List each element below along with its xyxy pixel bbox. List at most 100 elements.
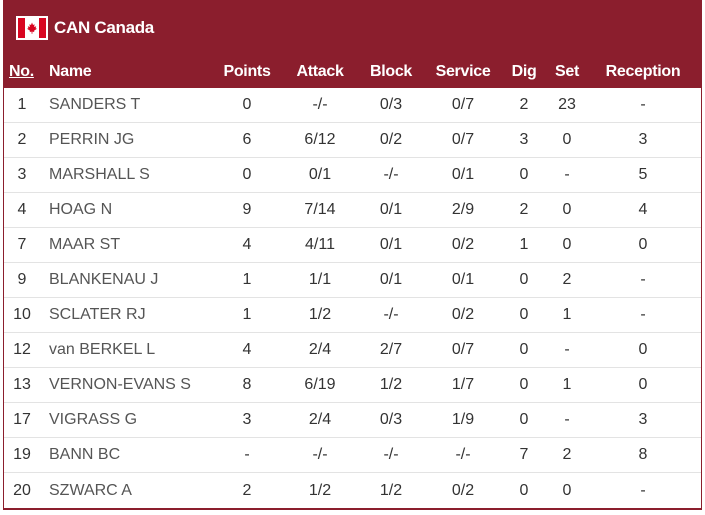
player-set: 0 [562, 201, 572, 218]
player-points: 6 [242, 131, 252, 148]
player-set: 2 [562, 271, 572, 288]
player-no: 19 [13, 446, 31, 463]
player-attack: 1/1 [308, 271, 332, 288]
table-row: 2 PERRIN JG 6 6/12 0/2 0/7 3 0 3 [4, 123, 701, 158]
player-service: 1/9 [451, 411, 475, 428]
player-reception: - [640, 306, 646, 323]
player-set: 1 [562, 306, 572, 323]
player-points: 4 [242, 341, 252, 358]
table-row: 1 SANDERS T 0 -/- 0/3 0/7 2 23 - [4, 88, 701, 123]
player-attack: 7/14 [304, 201, 336, 218]
player-dig: 7 [519, 446, 529, 463]
col-dig: Dig [511, 63, 537, 80]
player-name: SCLATER RJ [49, 306, 146, 323]
player-points: - [244, 446, 250, 463]
player-attack: -/- [312, 446, 328, 463]
player-points: 0 [242, 166, 252, 183]
player-service: 0/1 [451, 271, 475, 288]
canada-flag-icon [16, 16, 48, 40]
player-set: 2 [562, 446, 572, 463]
player-reception: 0 [638, 236, 648, 253]
player-reception: 3 [638, 131, 648, 148]
player-table-body: 1 SANDERS T 0 -/- 0/3 0/7 2 23 - 2 PERRI… [4, 88, 701, 508]
player-set: - [564, 166, 570, 183]
team-stats-panel: CAN Canada No. Name Points Attack Block … [3, 0, 702, 510]
player-reception: 3 [638, 411, 648, 428]
player-name: SZWARC A [49, 481, 132, 499]
player-service: 0/2 [451, 306, 475, 323]
player-service: -/- [455, 446, 471, 463]
team-name: CAN Canada [54, 18, 154, 37]
table-row: 10 SCLATER RJ 1 1/2 -/- 0/2 0 1 - [4, 298, 701, 333]
player-points: 1 [242, 271, 252, 288]
player-set: 1 [562, 376, 572, 393]
player-set: - [564, 411, 570, 428]
player-points: 9 [242, 201, 252, 218]
player-service: 0/7 [451, 341, 475, 358]
player-dig: 0 [519, 376, 529, 393]
col-block: Block [369, 63, 413, 80]
table-row: 3 MARSHALL S 0 0/1 -/- 0/1 0 - 5 [4, 158, 701, 193]
player-name: van BERKEL L [49, 341, 156, 358]
player-set: 0 [562, 236, 572, 253]
col-points: Points [223, 63, 271, 80]
player-no: 13 [13, 376, 31, 393]
player-service: 0/2 [451, 236, 475, 253]
player-block: 0/3 [379, 96, 403, 113]
col-no[interactable]: No. [9, 63, 34, 80]
table-row: 19 BANN BC - -/- -/- -/- 7 2 8 [4, 438, 701, 473]
table-row: 20 SZWARC A 2 1/2 1/2 0/2 0 0 - [4, 473, 701, 508]
player-dig: 0 [519, 481, 529, 499]
player-points: 3 [242, 411, 252, 428]
player-reception: 8 [638, 446, 648, 463]
player-attack: -/- [312, 96, 328, 113]
player-dig: 0 [519, 166, 529, 183]
col-reception: Reception [605, 63, 681, 80]
player-dig: 0 [519, 411, 529, 428]
team-header: CAN Canada No. Name Points Attack Block … [4, 0, 701, 88]
player-dig: 2 [519, 201, 529, 218]
player-reception: - [640, 481, 646, 499]
player-name: HOAG N [49, 201, 113, 218]
player-block: 0/3 [379, 411, 403, 428]
column-headers: No. Name Points Attack Block Service Dig… [4, 58, 701, 86]
player-reception: 4 [638, 201, 648, 218]
player-attack: 0/1 [308, 166, 332, 183]
player-dig: 0 [519, 306, 529, 323]
player-attack: 6/19 [304, 376, 336, 393]
player-service: 0/1 [451, 166, 475, 183]
player-name: SANDERS T [49, 96, 141, 113]
player-no: 3 [17, 166, 27, 183]
player-name: MARSHALL S [49, 166, 150, 183]
player-no: 10 [13, 306, 31, 323]
player-attack: 6/12 [304, 131, 336, 148]
team-title-row: CAN Canada [16, 15, 154, 41]
player-attack: 2/4 [308, 411, 332, 428]
player-block: 0/2 [379, 131, 403, 148]
player-block: -/- [383, 306, 399, 323]
player-no: 9 [17, 271, 27, 288]
player-attack: 1/2 [308, 306, 332, 323]
player-dig: 1 [519, 236, 529, 253]
table-row: 4 HOAG N 9 7/14 0/1 2/9 2 0 4 [4, 193, 701, 228]
player-attack: 2/4 [308, 341, 332, 358]
player-points: 8 [242, 376, 252, 393]
player-block: 1/2 [379, 376, 403, 393]
player-name: BANN BC [49, 446, 121, 463]
player-block: 0/1 [379, 201, 403, 218]
player-attack: 1/2 [308, 481, 332, 499]
player-points: 2 [242, 481, 252, 499]
player-service: 2/9 [451, 201, 475, 218]
player-service: 0/7 [451, 131, 475, 148]
player-service: 0/2 [451, 481, 475, 499]
player-block: 1/2 [379, 481, 403, 499]
player-no: 7 [17, 236, 27, 253]
player-no: 12 [13, 341, 31, 358]
player-points: 1 [242, 306, 252, 323]
player-set: - [564, 341, 570, 358]
player-block: 0/1 [379, 236, 403, 253]
player-service: 1/7 [451, 376, 475, 393]
col-attack: Attack [296, 63, 344, 80]
table-row: 12 van BERKEL L 4 2/4 2/7 0/7 0 - 0 [4, 333, 701, 368]
table-row: 7 MAAR ST 4 4/11 0/1 0/2 1 0 0 [4, 228, 701, 263]
